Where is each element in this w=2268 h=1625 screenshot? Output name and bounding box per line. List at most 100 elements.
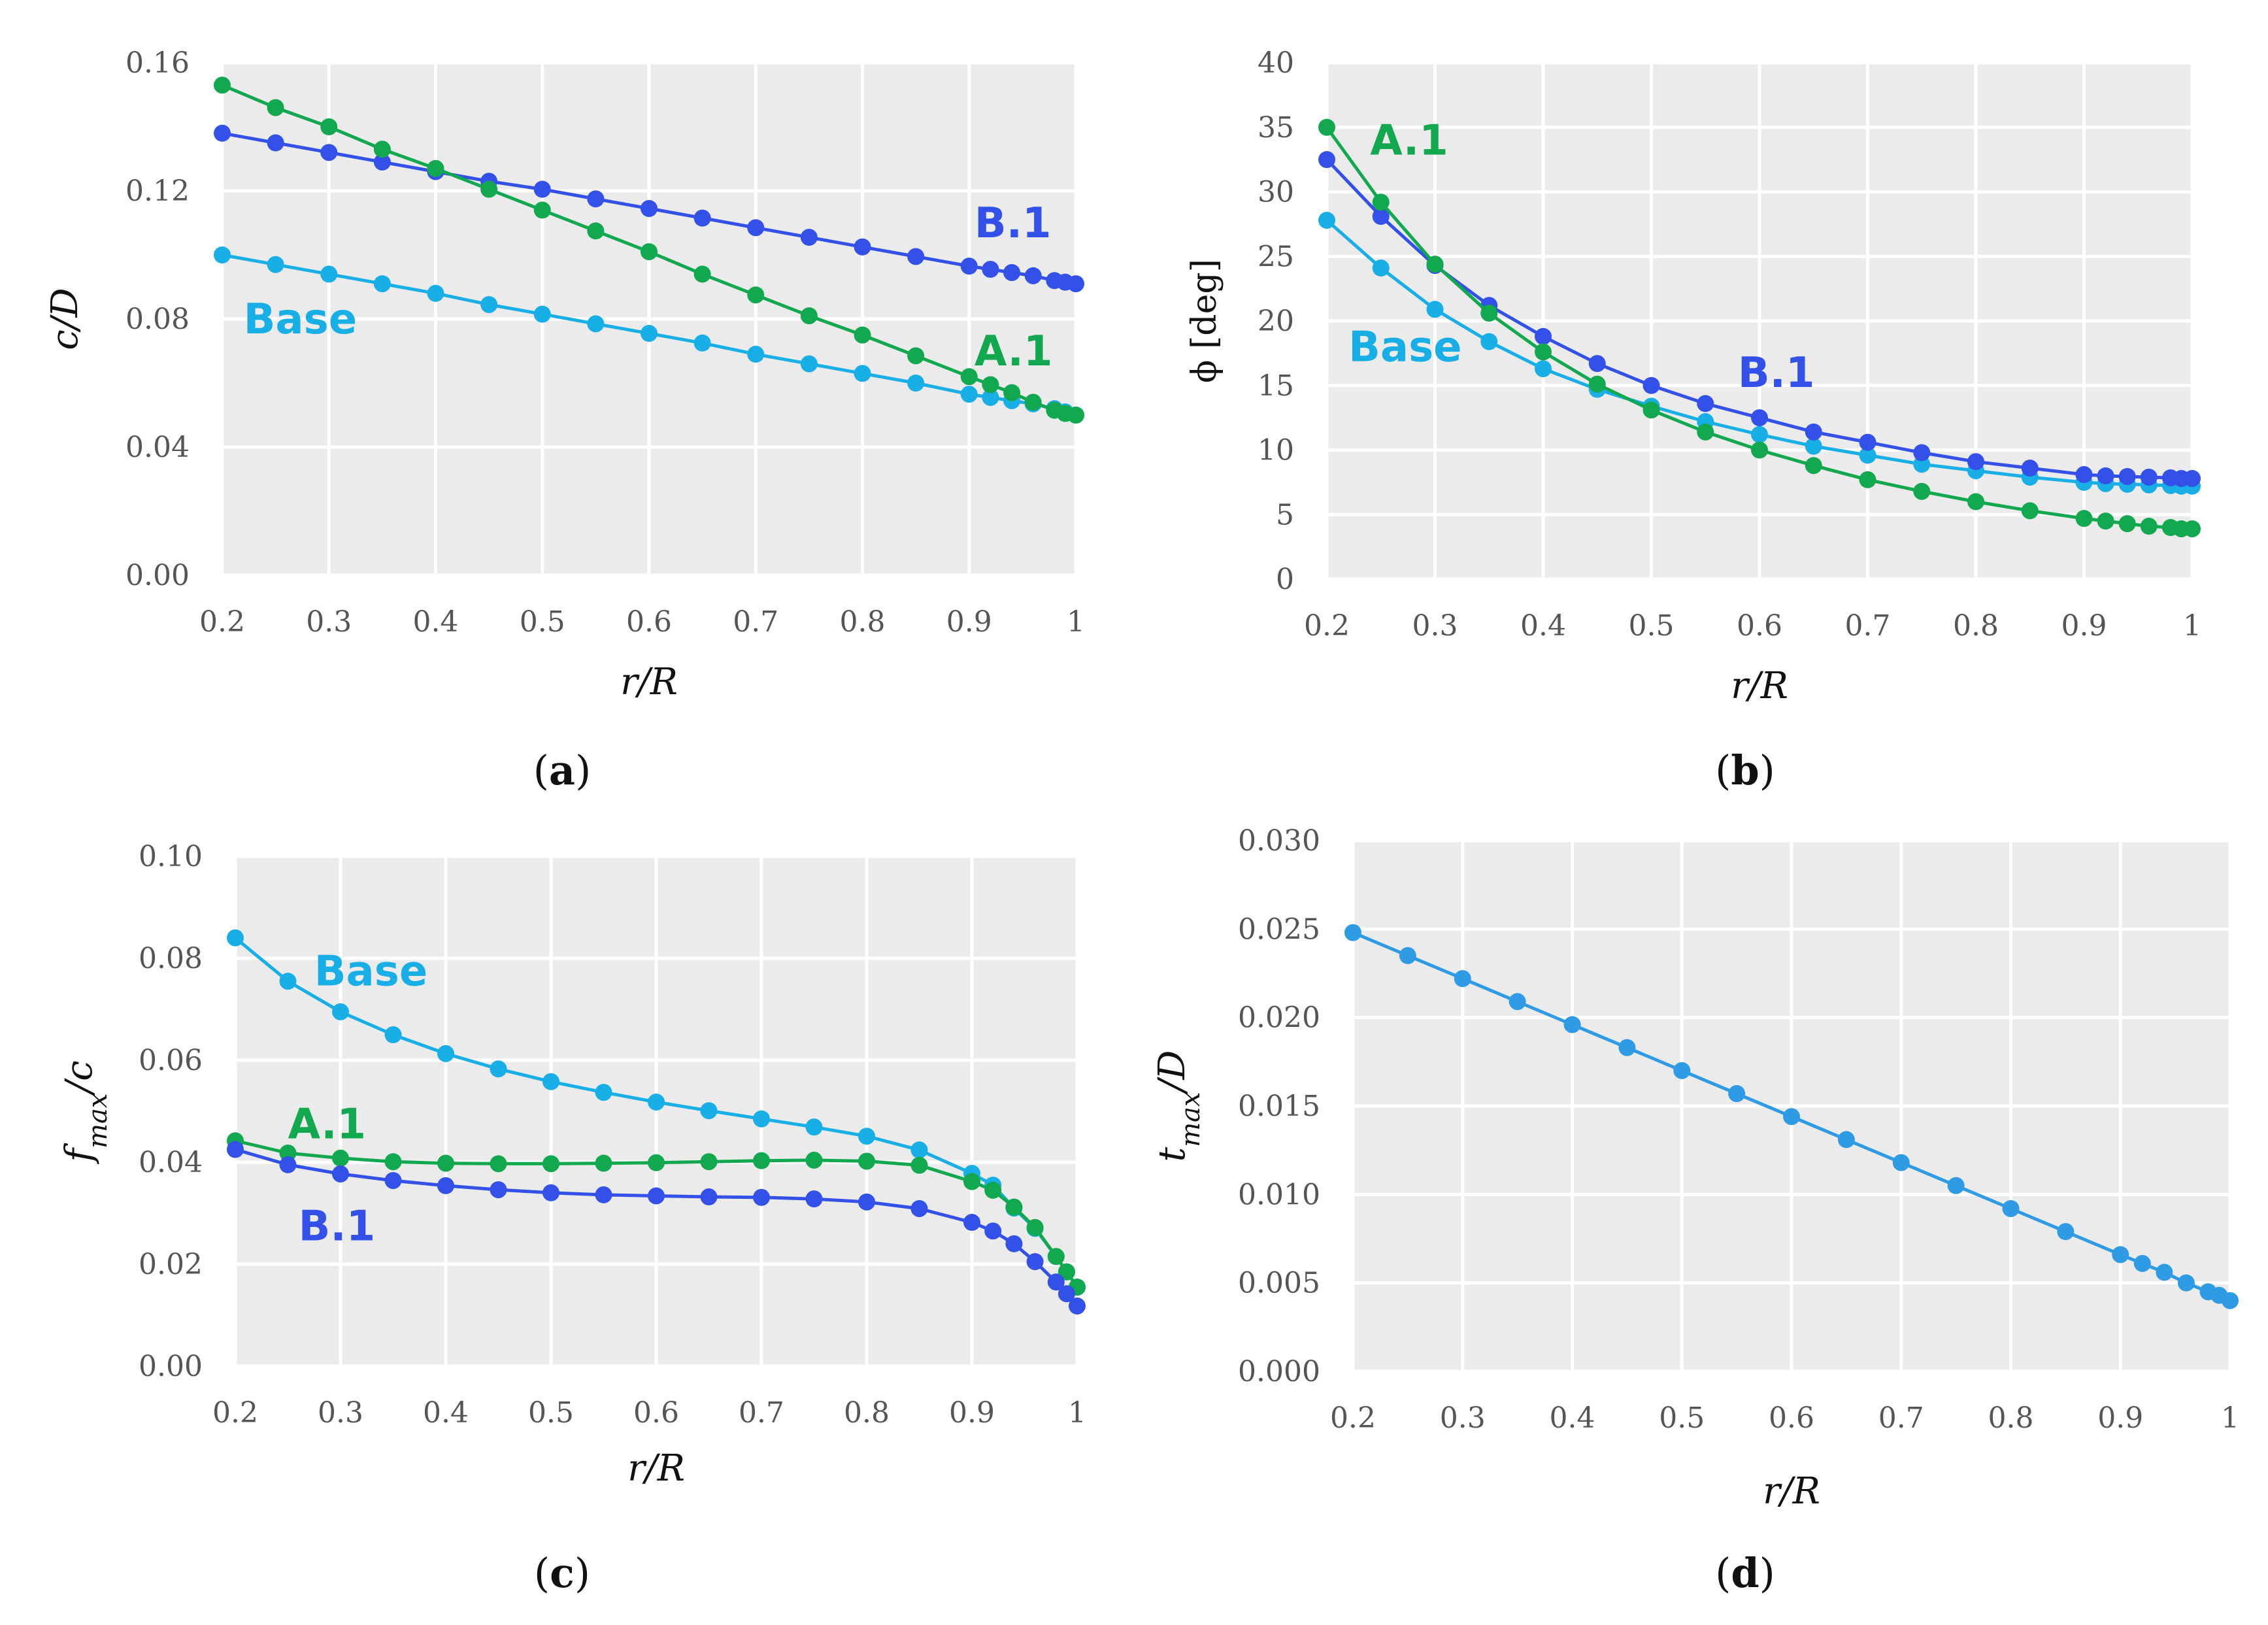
data-point (800, 355, 818, 373)
y-tick-label: 35 (1258, 111, 1294, 144)
x-tick-label: 0.2 (1330, 1401, 1376, 1435)
y-tick-label: 10 (1258, 434, 1294, 467)
data-point (907, 248, 925, 265)
x-tick-label: 0.5 (1629, 609, 1675, 643)
y-tick-label: 0.030 (1238, 824, 1320, 858)
data-point (587, 190, 605, 208)
data-point (1005, 1198, 1023, 1216)
data-point (480, 180, 498, 198)
y-tick-label: 0.16 (125, 46, 190, 80)
y-tick-label: 0.08 (139, 942, 203, 975)
y-tick-label: 0.08 (125, 303, 190, 336)
panel-label-a: (a) (533, 746, 592, 794)
data-point (595, 1084, 612, 1101)
data-point (1643, 377, 1660, 394)
data-point (437, 1154, 454, 1172)
data-point (1005, 1235, 1023, 1252)
data-point (1067, 407, 1084, 424)
x-axis-label: r/R (1763, 1470, 1820, 1513)
x-tick-label: 0.6 (633, 1396, 679, 1430)
data-point (1837, 1131, 1855, 1148)
x-tick-label: 0.3 (1440, 1401, 1486, 1435)
data-point (1588, 375, 1606, 393)
data-point (854, 365, 871, 382)
data-point (332, 1165, 349, 1182)
data-point (533, 305, 551, 323)
data-point (1509, 993, 1526, 1011)
data-point (1454, 970, 1471, 988)
panel-label-open: ( (533, 746, 549, 794)
x-axis-label: r/R (1731, 665, 1788, 707)
x-tick-label: 0.8 (844, 1396, 890, 1430)
data-point (1024, 267, 1042, 284)
data-point (2075, 466, 2093, 484)
panel-label-close: ) (575, 746, 591, 794)
x-tick-label: 0.7 (739, 1396, 784, 1430)
panel-c: 0.2 0.3 0.4 0.5 0.6 0.7 0.8 0.9 1 0.00 0.02 0.04 0.0… (58, 840, 1086, 1597)
data-point (648, 1154, 665, 1171)
y-tick-label: 0.04 (125, 431, 190, 464)
data-point (1913, 482, 1931, 500)
data-point (427, 284, 444, 302)
data-point (1535, 327, 1552, 345)
x-tick-label: 0.8 (1988, 1401, 2034, 1435)
data-point (2021, 460, 2039, 477)
x-tick-label: 0.7 (733, 605, 778, 639)
panel-label-close: ) (575, 1549, 590, 1597)
x-tick-label: 0.3 (318, 1396, 363, 1430)
x-tick-label: 0.4 (1550, 1401, 1595, 1435)
data-point (984, 1181, 1002, 1199)
x-tick-label: 1 (2221, 1401, 2239, 1435)
x-tick-label: 0.9 (949, 1396, 995, 1430)
data-point (1967, 493, 1984, 511)
data-point (1967, 453, 1984, 471)
data-point (384, 1026, 402, 1043)
data-point (960, 368, 978, 386)
data-point (373, 153, 391, 171)
data-point (490, 1155, 507, 1173)
y-tick-label: 0.025 (1238, 913, 1320, 946)
data-point (984, 1222, 1002, 1240)
data-point (2140, 468, 2158, 486)
y-tick-label: 25 (1258, 240, 1294, 273)
y-tick-label: 40 (1258, 46, 1294, 80)
x-tick-label: 0.9 (2061, 609, 2107, 643)
x-tick-label: 0.2 (199, 605, 245, 639)
series-label-b1: B.1 (1738, 349, 1815, 397)
y-tick-label: 0.000 (1238, 1355, 1320, 1388)
data-point (2112, 1246, 2129, 1264)
panel-label-open: ( (1715, 1549, 1731, 1597)
y-axis-label-tail: /c (58, 1060, 101, 1096)
data-point (1751, 441, 1768, 459)
data-point (2184, 520, 2201, 537)
panel-label-c: (c) (534, 1549, 590, 1597)
data-point (2021, 502, 2039, 520)
x-tick-label: 0.5 (1659, 1401, 1705, 1435)
data-point (641, 199, 658, 217)
y-tick-label: 0 (1276, 563, 1294, 596)
x-tick-label: 0.8 (1953, 609, 1999, 643)
data-point (2118, 467, 2136, 485)
x-axis-label: r/R (620, 661, 678, 703)
data-point (1067, 275, 1084, 293)
data-point (1535, 360, 1552, 378)
data-point (747, 286, 765, 304)
data-point (1372, 208, 1390, 226)
data-point (332, 1149, 349, 1167)
data-point (2133, 1254, 2151, 1272)
y-tick-label: 20 (1258, 305, 1294, 338)
series-label-a1: A.1 (1370, 117, 1448, 165)
y-tick-label: 0.02 (139, 1248, 203, 1281)
data-point (1697, 423, 1714, 441)
y-tick-label: 15 (1258, 369, 1294, 403)
y-tick-label: 0.015 (1238, 1090, 1320, 1123)
series-label-a1: A.1 (975, 327, 1053, 376)
data-point (1588, 355, 1606, 373)
data-point (279, 1156, 297, 1173)
data-point (1535, 343, 1552, 361)
panel-label-open: ( (534, 1549, 550, 1597)
data-point (800, 229, 818, 246)
data-point (373, 275, 391, 293)
x-tick-label: 0.6 (626, 605, 672, 639)
data-point (1892, 1154, 1910, 1171)
